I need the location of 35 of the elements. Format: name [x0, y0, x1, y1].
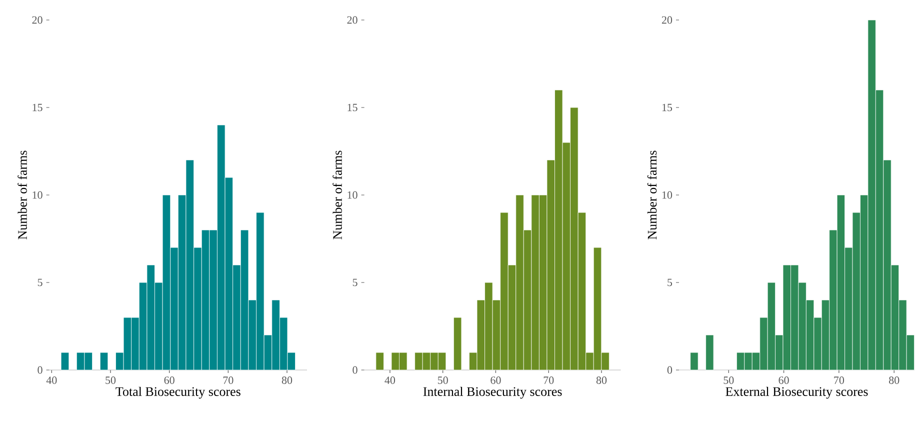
y-tick-label: 10 — [662, 191, 672, 199]
x-tick-label: 80 — [282, 376, 292, 384]
x-tick-label: 50 — [724, 376, 734, 384]
x-tick-label: 70 — [544, 376, 554, 384]
x-axis-title: External Biosecurity scores — [726, 386, 868, 399]
x-tick-label: 60 — [778, 376, 789, 384]
y-tick-label: 10 — [32, 191, 42, 199]
x-tick-label: 40 — [384, 376, 396, 384]
y-axis-title: Number of farms — [647, 150, 657, 240]
y-tick-label: 15 — [348, 104, 358, 112]
y-tick-label: 5 — [668, 278, 672, 286]
y-axis-title: Number of farms — [18, 150, 27, 240]
x-tick-label: 80 — [596, 376, 607, 384]
x-axis-title: Total Biosecurity scores — [116, 386, 240, 399]
x-axis-title: Internal Biosecurity scores — [423, 386, 562, 399]
y-tick-label: 20 — [32, 16, 42, 24]
y-tick-label: 20 — [662, 16, 672, 24]
y-tick-label: 10 — [348, 191, 358, 199]
x-tick-label: 50 — [438, 376, 448, 384]
x-tick-label: 60 — [490, 376, 501, 384]
x-tick-label: 70 — [223, 376, 234, 384]
y-tick-label: 0 — [667, 366, 672, 374]
x-tick-label: 50 — [106, 376, 116, 384]
x-tick-label: 60 — [164, 376, 174, 384]
y-tick-label: 15 — [662, 104, 672, 112]
y-tick-label: 20 — [347, 16, 358, 24]
y-tick-label: 5 — [38, 278, 42, 286]
y-tick-label: 15 — [32, 104, 42, 112]
x-tick-label: 70 — [834, 376, 844, 384]
x-tick-label: 80 — [889, 376, 900, 384]
y-tick-label: 5 — [352, 278, 358, 286]
y-tick-label: 0 — [352, 366, 358, 374]
y-axis-title: Number of farms — [332, 150, 342, 240]
y-tick-label: 0 — [38, 366, 42, 374]
x-tick-label: 40 — [46, 376, 57, 384]
